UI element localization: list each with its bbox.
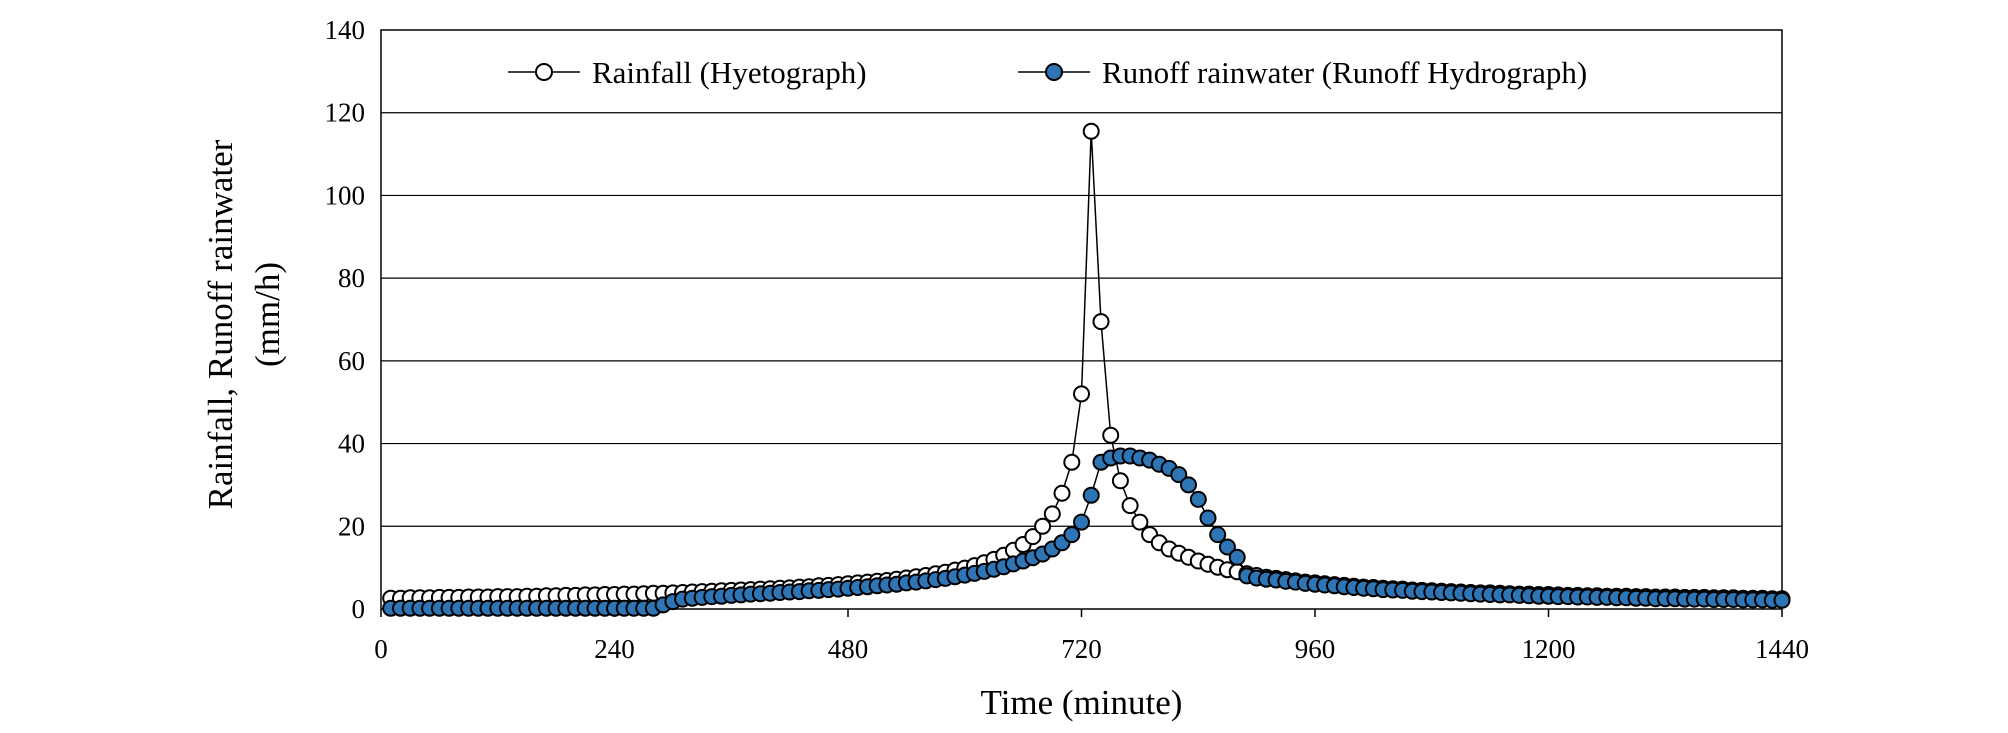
y-axis-tick-labels: 0 20 40 60 80 100 120 140	[325, 15, 366, 624]
legend: Rainfall (Hyetograph) Runoff rainwater (…	[508, 55, 1587, 90]
data-point	[1092, 313, 1110, 331]
x-tick-label: 0	[374, 634, 388, 664]
y-tick-label: 80	[338, 263, 365, 293]
y-axis-title-line-2: (mm/h)	[248, 262, 287, 367]
y-tick-label: 140	[325, 15, 366, 45]
x-tick-label: 1200	[1522, 634, 1576, 664]
series-line	[390, 455, 1782, 609]
y-tick-label: 120	[325, 98, 366, 128]
gridlines	[381, 112, 1782, 527]
data-point	[1024, 528, 1042, 546]
data-point	[1121, 497, 1139, 515]
legend-runoff-marker-icon	[1045, 63, 1063, 81]
y-tick-label: 100	[325, 180, 366, 210]
data-point	[1053, 484, 1071, 502]
data-point	[1102, 426, 1120, 444]
data-point	[1199, 509, 1217, 527]
y-tick-label: 20	[338, 511, 365, 541]
data-point	[1228, 548, 1246, 566]
data-point	[1170, 466, 1188, 484]
x-tick-label: 480	[828, 634, 869, 664]
legend-rainfall-label: Rainfall (Hyetograph)	[592, 55, 867, 90]
data-point	[1218, 538, 1236, 556]
x-axis-title: Time (minute)	[981, 683, 1183, 722]
y-axis-title-line-1: Rainfall, Runoff rainwater	[201, 139, 240, 509]
legend-rainfall-marker-icon	[535, 63, 553, 81]
x-axis-tick-labels: 0 240 480 720 960 1200 1440	[374, 609, 1809, 664]
x-tick-label: 960	[1295, 634, 1336, 664]
data-point	[1209, 526, 1227, 544]
data-point	[1063, 526, 1081, 544]
legend-runoff-label: Runoff rainwater (Runoff Hydrograph)	[1102, 55, 1587, 90]
series-rainfall	[382, 122, 1791, 608]
data-point	[1073, 513, 1090, 531]
data-point	[1111, 472, 1129, 490]
x-tick-label: 720	[1061, 634, 1102, 664]
series-layer	[382, 122, 1791, 617]
data-point	[1034, 517, 1052, 535]
data-point	[1043, 505, 1061, 523]
x-tick-label: 1440	[1755, 634, 1809, 664]
data-point	[1131, 513, 1149, 531]
data-point	[1189, 490, 1207, 508]
y-tick-label: 40	[338, 429, 365, 459]
data-point	[1180, 476, 1197, 494]
data-point	[1082, 486, 1100, 504]
y-tick-label: 0	[352, 594, 366, 624]
x-tick-label: 240	[594, 634, 635, 664]
series-runoff	[382, 447, 1791, 617]
data-point	[1082, 122, 1100, 140]
data-point	[1773, 591, 1791, 609]
data-point	[1073, 385, 1090, 403]
y-tick-label: 60	[338, 346, 365, 376]
data-point	[1063, 453, 1081, 471]
